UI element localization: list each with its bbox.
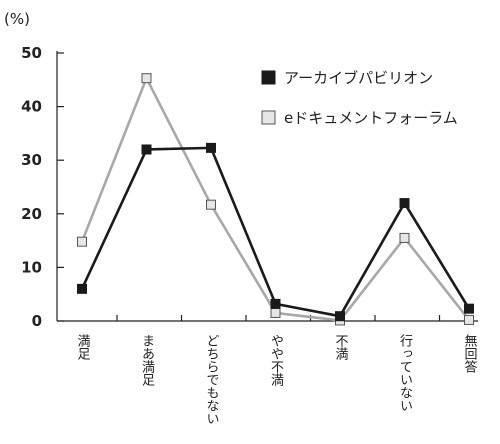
y-tick-label: 40 (21, 98, 42, 116)
data-point-series-1 (77, 283, 87, 294)
data-point-series-1 (399, 198, 410, 209)
x-category-label: 行っていない (397, 334, 413, 412)
axes (56, 51, 478, 322)
legend-label-2: eドキュメントフォーラム (284, 109, 458, 127)
data-point-series-1 (464, 303, 474, 314)
y-tick-label: 50 (21, 44, 42, 62)
data-point-series-1 (141, 144, 152, 155)
legend-swatch-2 (261, 110, 276, 125)
data-point-series-1 (335, 311, 345, 322)
data-point-series-2 (77, 236, 87, 247)
x-category-label: 無回答 (462, 334, 478, 373)
y-axis-ticks: 0 10 20 30 40 50 (21, 44, 64, 330)
data-point-series-2 (141, 73, 152, 84)
data-point-series-2 (399, 232, 410, 243)
data-point-series-2 (206, 199, 216, 210)
x-axis-ticks: 満足 まあ満足 どちらでもない やや不満 不満 行っていない 無回答 (75, 315, 478, 425)
data-point-series-2 (270, 307, 281, 318)
y-tick-label: 0 (32, 312, 42, 330)
legend-label-1: アーカイブパビリオン (284, 69, 433, 87)
x-category-label: 不満 (333, 334, 349, 360)
x-category-label: やや不満 (268, 334, 284, 386)
x-category-label: 満足 (75, 334, 91, 361)
x-category-label: まあ満足 (139, 334, 155, 387)
data-point-series-1 (270, 298, 281, 309)
y-tick-label: 30 (21, 151, 42, 169)
series-group (77, 73, 474, 326)
legend-swatch-1 (261, 70, 276, 85)
data-point-series-1 (206, 142, 216, 153)
y-tick-label: 20 (21, 205, 42, 223)
y-tick-label: 10 (21, 258, 42, 276)
legend: アーカイブパビリオン eドキュメントフォーラム (261, 69, 458, 127)
x-category-label: どちらでもない (204, 334, 219, 425)
data-point-series-2 (464, 314, 474, 325)
series-line-1 (80, 146, 471, 318)
y-axis-unit-label: (%) (4, 10, 30, 28)
